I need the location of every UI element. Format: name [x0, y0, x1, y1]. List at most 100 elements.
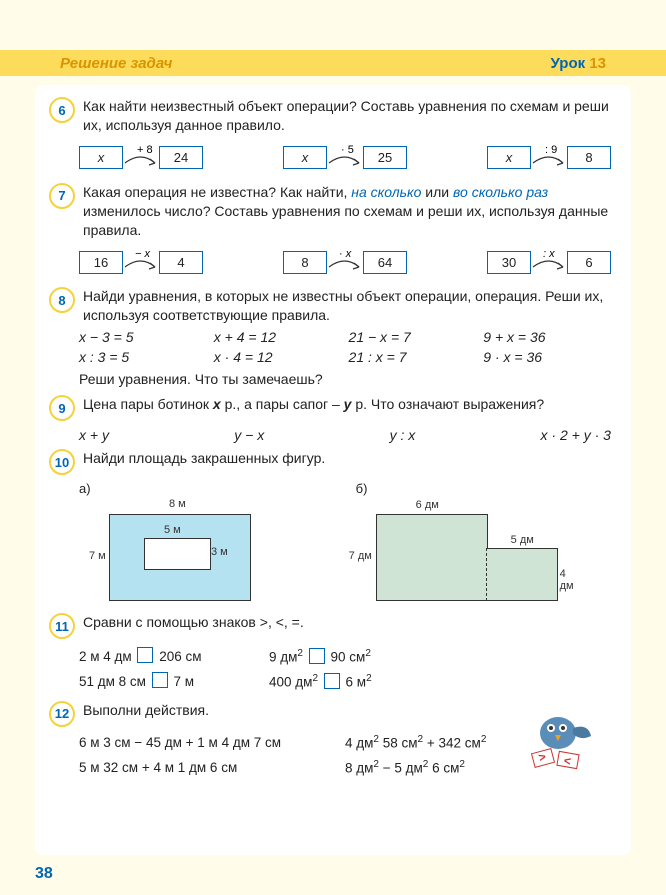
answer-box[interactable] [137, 647, 153, 663]
dim-label: 5 м [164, 524, 181, 536]
task-number-badge: 8 [49, 287, 75, 313]
equation: x − 3 = 5 [79, 329, 207, 345]
expression-row: x + y y − x y : x x · 2 + y · 3 [79, 427, 611, 443]
task-number-badge: 9 [49, 395, 75, 421]
compare-cell: 400 дм2 6 м2 [269, 670, 459, 695]
equation: x · 4 = 12 [214, 349, 342, 365]
equation: x : 3 = 5 [79, 349, 207, 365]
action-cell: 5 м 32 см + 4 м 1 дм 6 см [79, 756, 345, 781]
answer-box[interactable] [152, 672, 168, 688]
svg-text:+ 8: + 8 [137, 144, 153, 156]
scheme-right: 25 [363, 146, 407, 169]
svg-text:· 5: · 5 [341, 144, 354, 156]
arrow-icon: : x [531, 247, 567, 277]
arrow-icon: + 8 [123, 143, 159, 173]
header-title: Решение задач [60, 55, 172, 72]
compare-cell: 2 м 4 дм 206 см [79, 645, 269, 670]
task-text: Как найти неизвестный объект операции? С… [83, 97, 611, 135]
compare-row: 2 м 4 дм 206 см 9 дм2 90 см2 [79, 645, 611, 670]
scheme-left: 8 [283, 251, 327, 274]
bird-icon: > < [523, 703, 603, 773]
rect-small [486, 548, 558, 601]
text-part: или [421, 184, 453, 200]
dim-label: 4 дм [560, 568, 574, 592]
scheme: x : 9 8 [487, 143, 611, 173]
compare-cell: 9 дм2 90 см2 [269, 645, 459, 670]
dim-label: 6 дм [416, 499, 439, 511]
scheme-left: 30 [487, 251, 531, 274]
content-area: 6 Как найти неизвестный объект операции?… [35, 85, 631, 855]
compare-cell: 51 дм 8 см 7 м [79, 670, 269, 695]
compare-rows: 2 м 4 дм 206 см 9 дм2 90 см2 51 дм 8 см … [79, 645, 611, 695]
svg-text:· x: · x [339, 248, 352, 260]
scheme-left: 16 [79, 251, 123, 274]
task-number-badge: 11 [49, 613, 75, 639]
emphasis: во сколько раз [453, 184, 548, 200]
shapes-row: а) 8 м 7 м 5 м 3 м б) 6 дм 7 дм 5 дм [79, 481, 611, 603]
rect-big [376, 514, 488, 601]
followup-text: Реши уравнения. Что ты замечаешь? [79, 371, 611, 387]
task-number-badge: 7 [49, 183, 75, 209]
scheme-right: 4 [159, 251, 203, 274]
task7-schemes: 16 − x 4 8 · x 64 30 : x 6 [79, 247, 611, 277]
compare-row: 51 дм 8 см 7 м 400 дм2 6 м2 [79, 670, 611, 695]
scheme-left: x [283, 146, 327, 169]
task-6: 6 Как найти неизвестный объект операции?… [49, 97, 611, 135]
task6-schemes: x + 8 24 x · 5 25 x : 9 8 [79, 143, 611, 173]
expression: x · 2 + y · 3 [541, 427, 611, 443]
equation: 21 − x = 7 [349, 329, 477, 345]
page: Решение задач Урок 13 6 Как найти неизве… [0, 0, 666, 895]
expression: x + y [79, 427, 109, 443]
lesson-label: Урок [551, 55, 586, 72]
task-number-badge: 10 [49, 449, 75, 475]
task-text: Найди площадь закрашенных фигур. [83, 449, 611, 475]
task-text: Сравни с помощью знаков >, <, =. [83, 613, 611, 639]
equation: 9 · x = 36 [483, 349, 611, 365]
text-part: Какая операция не известна? Как найти, [83, 184, 351, 200]
shape-a: а) 8 м 7 м 5 м 3 м [79, 481, 334, 603]
inner-rect [144, 538, 211, 570]
task-11: 11 Сравни с помощью знаков >, <, =. [49, 613, 611, 639]
svg-text:: 9: : 9 [545, 144, 557, 156]
equation: 9 + x = 36 [483, 329, 611, 345]
arrow-icon: − x [123, 247, 159, 277]
equation-row: x − 3 = 5 x + 4 = 12 21 − x = 7 9 + x = … [79, 329, 611, 345]
svg-text:: x: : x [543, 248, 555, 260]
scheme: 16 − x 4 [79, 247, 203, 277]
svg-text:− x: − x [135, 248, 150, 260]
task-number-badge: 6 [49, 97, 75, 123]
page-number: 38 [35, 865, 53, 883]
scheme-left: x [79, 146, 123, 169]
scheme-right: 6 [567, 251, 611, 274]
task-7: 7 Какая операция не известна? Как найти,… [49, 183, 611, 240]
scheme-right: 64 [363, 251, 407, 274]
text-part: изменилось число? Составь уравнения по с… [83, 203, 608, 238]
shape-label: б) [356, 481, 611, 496]
shape-label: а) [79, 481, 334, 496]
task-text: Найди уравнения, в которых не известны о… [83, 287, 611, 325]
action-cell: 6 м 3 см − 45 дм + 1 м 4 дм 7 см [79, 731, 345, 756]
expression: y − x [234, 427, 264, 443]
task-8: 8 Найди уравнения, в которых не известны… [49, 287, 611, 325]
scheme-right: 24 [159, 146, 203, 169]
equation-row: x : 3 = 5 x · 4 = 12 21 : x = 7 9 · x = … [79, 349, 611, 365]
task-9: 9 Цена пары ботинок x р., а пары сапог –… [49, 395, 611, 421]
dim-label: 7 м [89, 550, 106, 562]
arrow-icon: · x [327, 247, 363, 277]
task-number-badge: 12 [49, 701, 75, 727]
emphasis: на сколько [351, 184, 421, 200]
scheme: 30 : x 6 [487, 247, 611, 277]
task-text: Цена пары ботинок x р., а пары сапог – y… [83, 395, 611, 421]
equation: 21 : x = 7 [349, 349, 477, 365]
header-lesson: Урок 13 [551, 55, 606, 72]
task-text: Какая операция не известна? Как найти, н… [83, 183, 611, 240]
task-10: 10 Найди площадь закрашенных фигур. [49, 449, 611, 475]
scheme: x · 5 25 [283, 143, 407, 173]
arrow-icon: · 5 [327, 143, 363, 173]
scheme: 8 · x 64 [283, 247, 407, 277]
lesson-header: Решение задач Урок 13 [0, 50, 666, 76]
answer-box[interactable] [324, 673, 340, 689]
answer-box[interactable] [309, 648, 325, 664]
dim-label: 5 дм [511, 534, 534, 546]
expression: y : x [390, 427, 416, 443]
